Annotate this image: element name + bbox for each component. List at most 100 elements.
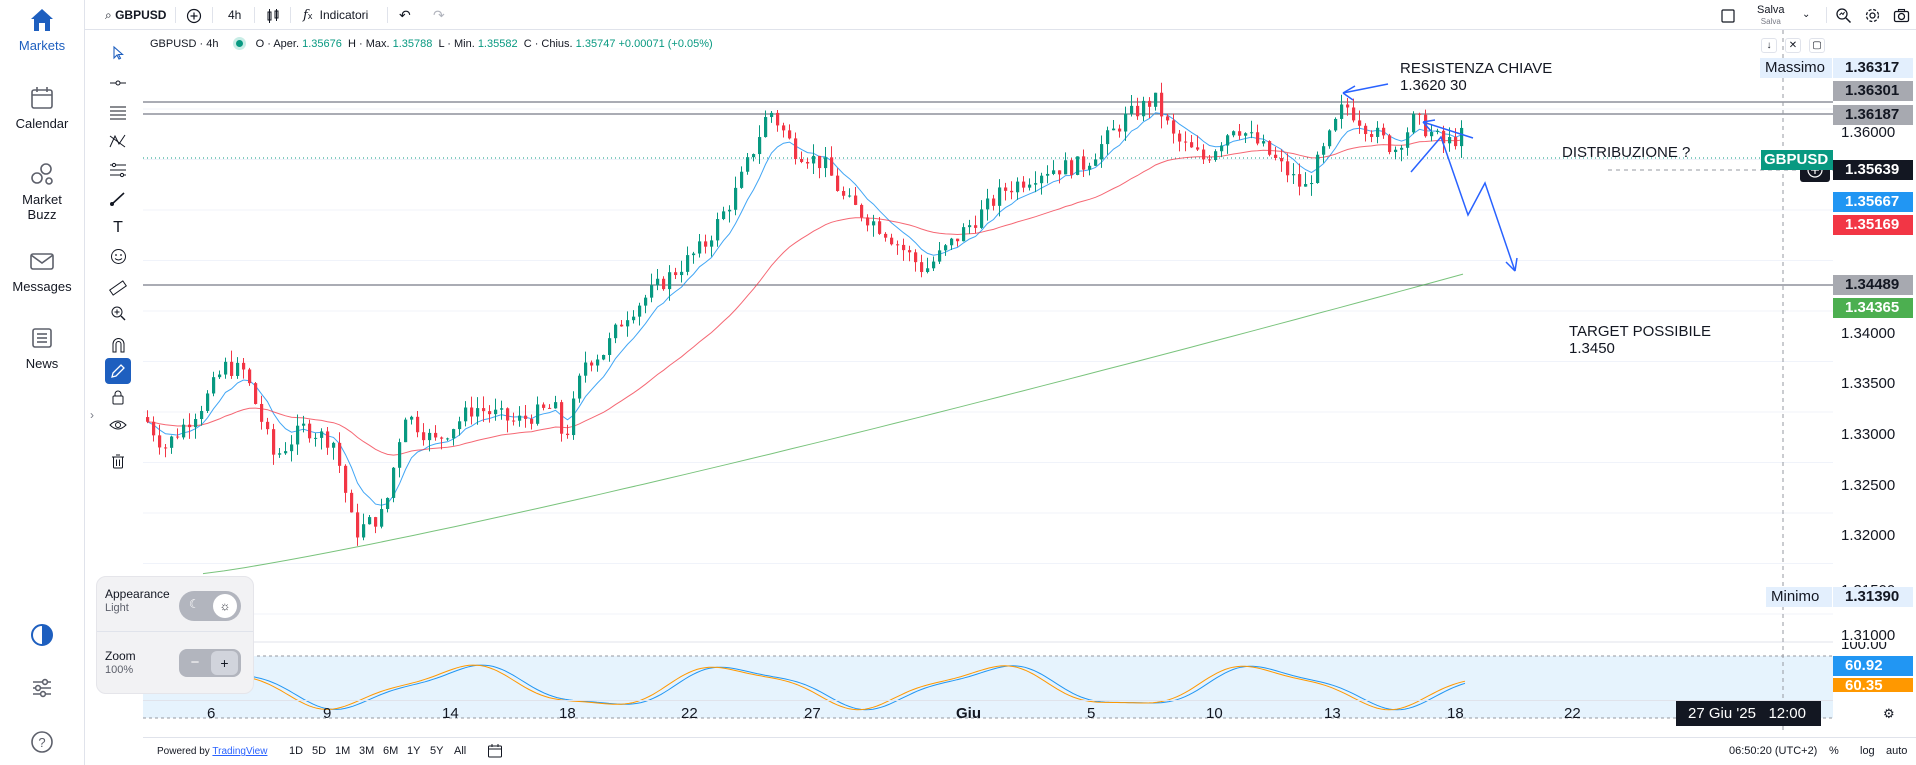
cursor-tool[interactable] [102,40,134,66]
candle-body [1136,105,1140,117]
sidebar-item-markets[interactable]: Markets [0,6,84,53]
candle-body [1016,181,1020,193]
help-button[interactable]: ? [0,729,84,760]
candle-body [548,407,552,409]
annotation-target-value[interactable]: 1.3450 [1569,340,1615,357]
sidebar-item-calendar[interactable]: Calendar [0,84,84,131]
candle-body [152,421,156,436]
indicators-button[interactable]: fx Indicatori [303,0,368,30]
annotation-resistance-title[interactable]: RESISTENZA CHIAVE [1400,60,1553,77]
ruler-tool[interactable] [102,275,134,301]
projection-path[interactable] [1410,135,1516,272]
pattern-tool[interactable] [102,128,134,154]
oscillator-band [143,656,1833,718]
fib-tool[interactable] [102,157,134,183]
candle-body [734,187,738,210]
candle-body [608,338,612,355]
candle-body [752,154,756,158]
price-level-label: 1.32500 [1841,477,1896,494]
stay-in-drawing-tool[interactable] [105,358,131,384]
auto-toggle[interactable]: auto [1886,745,1908,757]
range-1d[interactable]: 1D [289,745,304,757]
distribution-arrow[interactable] [1422,121,1474,139]
clock[interactable]: 06:50:20 (UTC+2) [1729,745,1818,757]
price-scale[interactable]: 1.36317 1.36301 1.36187 1.36000 1.35639 … [1833,30,1916,730]
save-button[interactable]: Salva Salva [1757,0,1785,30]
range-5y[interactable]: 5Y [430,745,444,757]
candle-body [1166,116,1170,121]
lock-drawings-tool[interactable] [102,384,134,410]
zoom-out-button[interactable]: − [190,654,200,671]
redo-button[interactable]: ↷ [433,0,445,30]
candle-body [1316,154,1320,184]
chart-type-button[interactable] [265,0,281,30]
text-tool[interactable]: T [102,215,134,241]
settings-sliders-button[interactable] [0,675,84,706]
compare-symbol-button[interactable] [186,0,202,30]
annotation-resistance-value[interactable]: 1.3620 30 [1400,77,1467,94]
sidebar-item-messages[interactable]: Messages [0,247,84,294]
delete-drawings-tool[interactable] [102,448,134,474]
theme-toggle-button[interactable] [0,622,84,653]
time-label: 22 [1564,705,1581,722]
candle-body [962,227,966,242]
price-chart[interactable] [143,30,1833,730]
emoji-tool[interactable] [102,243,134,269]
toolbar-divider [290,7,291,23]
candle-body [1106,130,1110,145]
theme-switch[interactable]: ☾ ☼ [179,591,241,621]
range-5d[interactable]: 5D [312,745,327,757]
candle-body [476,408,480,417]
annotation-target-title[interactable]: TARGET POSSIBILE [1569,323,1711,340]
range-3m[interactable]: 3M [359,745,375,757]
zoom-value: 100% [105,664,134,676]
annotation-distribution[interactable]: DISTRIBUZIONE ? [1562,144,1691,161]
zoom-in-tool[interactable] [102,300,134,326]
hide-drawings-tool[interactable] [102,412,134,438]
scroll-down-button[interactable]: ↓ [1761,38,1777,53]
magnet-tool[interactable] [102,332,134,358]
save-menu-button[interactable]: ⌄ [1802,0,1810,30]
trendline-tool[interactable] [102,70,134,96]
range-1y[interactable]: 1Y [407,745,421,757]
axis-settings-button[interactable]: ⚙ [1883,706,1895,722]
sidebar-item-label: News [25,356,59,371]
snapshot-button[interactable] [1893,0,1910,30]
settings-button[interactable] [1864,0,1881,30]
range-6m[interactable]: 6M [383,745,399,757]
search-icon: ⌕ [105,8,112,22]
undo-button[interactable]: ↶ [399,0,411,30]
close-pane-button[interactable]: ✕ [1785,38,1801,53]
tradingview-link[interactable]: TradingView [212,746,268,757]
maximize-pane-button[interactable]: ▢ [1809,38,1825,53]
candle-body [692,253,696,256]
horizontal-lines-tool[interactable] [102,99,134,125]
time-axis[interactable]: 6 9 14 18 22 27 Giu 5 10 13 18 22 27 Giu… [143,700,1833,726]
candle-body [554,402,558,409]
quick-search-button[interactable] [1835,0,1852,30]
range-1m[interactable]: 1M [335,745,351,757]
layout-button[interactable] [1720,0,1736,30]
zoom-in-button[interactable]: + [211,651,238,675]
sidebar-item-market-buzz[interactable]: Market Buzz [0,160,84,222]
candle-body [1010,190,1014,193]
range-all[interactable]: All [454,745,467,757]
symbol-search-button[interactable]: ⌕ GBPUSD [105,0,166,30]
goto-date-button[interactable] [487,743,503,762]
time-label: 9 [323,705,332,722]
candle-body [332,442,336,448]
candle-body [686,255,690,272]
resistance-arrow[interactable] [1342,83,1389,94]
interval-button[interactable]: 4h [228,8,242,22]
candle-body [1124,113,1128,132]
candle-body [404,419,408,443]
log-toggle[interactable]: log [1860,745,1875,757]
collapse-toolbar-arrow[interactable]: › [90,408,94,422]
percent-toggle[interactable]: % [1829,745,1839,757]
legend-change: +0.00071 (+0.05%) [618,38,713,50]
distribution-arrow-head [1422,119,1436,132]
sidebar-item-news[interactable]: News [0,324,84,371]
brush-tool[interactable] [102,186,134,212]
candle-body [1070,160,1074,175]
candle-body [1358,120,1362,126]
